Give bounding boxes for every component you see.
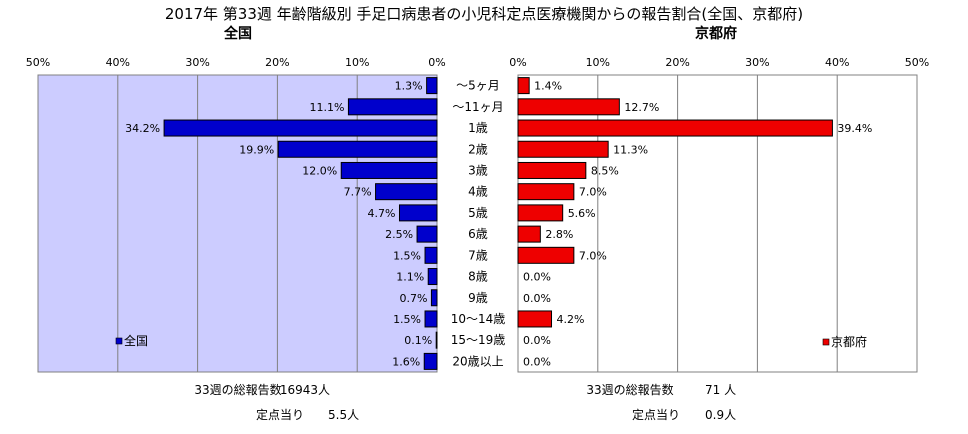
left-bar-4歳 <box>375 183 438 201</box>
left-bar-7歳 <box>424 246 438 264</box>
right-per-value: 0.9人 <box>705 408 736 422</box>
right-panel-title: 京都府 <box>695 25 737 42</box>
right-bar-10～14歳 <box>517 310 553 328</box>
right-bar-2歳 <box>517 140 609 158</box>
right-data-label: 0.0% <box>523 292 551 305</box>
right-bar-～11ヶ月 <box>517 98 620 116</box>
left-tick-label: 20% <box>265 56 289 69</box>
left-bar-15～19歳 <box>435 331 438 349</box>
left-tick-label: 30% <box>185 56 209 69</box>
left-data-label: 1.5% <box>393 249 421 262</box>
left-bar-10～14歳 <box>424 310 438 328</box>
left-panel-title: 全国 <box>223 25 252 42</box>
right-data-label: 7.0% <box>579 186 607 199</box>
right-total-label: 33週の総報告数 <box>586 382 673 397</box>
left-bar-9歳 <box>430 289 438 307</box>
category-label: 5歳 <box>468 206 488 220</box>
right-data-label: 39.4% <box>837 122 872 135</box>
category-label: 1歳 <box>468 121 488 135</box>
left-data-label: 0.1% <box>404 334 432 347</box>
category-label: ～5ヶ月 <box>456 79 500 93</box>
left-data-label: 0.7% <box>399 292 427 305</box>
left-data-label: 1.6% <box>392 355 420 368</box>
category-label: 7歳 <box>468 248 488 262</box>
left-bar-2歳 <box>277 140 438 158</box>
right-bar-1歳 <box>517 119 833 137</box>
right-bar-4歳 <box>517 183 575 201</box>
right-bar-7歳 <box>517 246 575 264</box>
right-data-label: 11.3% <box>613 143 648 156</box>
right-tick-label: 30% <box>745 56 769 69</box>
category-label: 4歳 <box>468 185 488 199</box>
category-label: 6歳 <box>468 227 488 241</box>
left-data-label: 1.5% <box>393 313 421 326</box>
left-data-label: 7.7% <box>344 186 372 199</box>
left-plot: 50% 40% 30% 20% 10% 0% 1.3% 11.1% 34.2% 19.9% 12.0… <box>26 56 446 373</box>
legend-marker-kyoto <box>822 338 830 346</box>
left-per-value: 5.5人 <box>328 408 359 422</box>
left-bar-3歳 <box>340 161 438 179</box>
category-label: ～11ヶ月 <box>452 100 503 114</box>
legend-marker-national <box>115 337 123 345</box>
left-data-label: 11.1% <box>309 101 344 114</box>
right-bar-～5ヶ月 <box>517 77 530 95</box>
left-bar-6歳 <box>416 225 438 243</box>
left-bar-20歳以上 <box>423 352 438 370</box>
category-label: 20歳以上 <box>452 354 503 368</box>
category-label: 2歳 <box>468 142 488 156</box>
right-per-label: 定点当り <box>632 407 680 422</box>
left-data-label: 34.2% <box>125 122 160 135</box>
category-label: 9歳 <box>468 291 488 305</box>
right-data-label: 5.6% <box>568 207 596 220</box>
right-data-label: 1.4% <box>534 80 562 93</box>
right-data-label: 0.0% <box>523 355 551 368</box>
right-data-label: 8.5% <box>591 164 619 177</box>
right-data-label: 0.0% <box>523 271 551 284</box>
category-label: 15～19歳 <box>451 333 506 347</box>
right-data-label: 7.0% <box>579 249 607 262</box>
left-tick-label: 40% <box>106 56 130 69</box>
left-bar-～5ヶ月 <box>426 77 438 95</box>
right-data-label: 12.7% <box>624 101 659 114</box>
left-tick-label: 50% <box>26 56 50 69</box>
left-total-value: 16943人 <box>280 383 330 397</box>
legend-label-national: 全国 <box>124 333 148 348</box>
left-data-label: 1.3% <box>395 80 423 93</box>
right-tick-label: 20% <box>665 56 689 69</box>
right-data-label: 4.2% <box>557 313 585 326</box>
right-data-label: 0.0% <box>523 334 551 347</box>
left-per-label: 定点当り <box>256 407 304 422</box>
right-total-value: 71 人 <box>705 383 736 397</box>
right-bar-6歳 <box>517 225 541 243</box>
category-label: 10～14歳 <box>451 312 506 326</box>
left-total-label: 33週の総報告数 <box>194 382 281 397</box>
category-label: 3歳 <box>468 163 488 177</box>
legend-label-kyoto: 京都府 <box>831 334 867 349</box>
right-data-label: 2.8% <box>545 228 573 241</box>
left-data-label: 12.0% <box>302 164 337 177</box>
left-bar-8歳 <box>427 268 438 286</box>
right-tick-label: 10% <box>586 56 610 69</box>
right-tick-label: 40% <box>825 56 849 69</box>
right-bar-5歳 <box>517 204 564 222</box>
right-bar-3歳 <box>517 161 587 179</box>
category-labels: ～5ヶ月 ～11ヶ月 1歳 2歳 3歳 4歳 5歳 6歳 7歳 8歳 9歳 10～14歳 15～19歳 2… <box>451 79 506 369</box>
left-tick-label: 10% <box>345 56 369 69</box>
category-label: 8歳 <box>468 270 488 284</box>
left-data-label: 2.5% <box>385 228 413 241</box>
left-data-label: 1.1% <box>396 271 424 284</box>
left-data-label: 4.7% <box>368 207 396 220</box>
left-tick-label: 0% <box>428 56 445 69</box>
right-tick-label: 0% <box>509 56 526 69</box>
left-bar-5歳 <box>398 204 438 222</box>
left-bar-1歳 <box>163 119 438 137</box>
right-plot: 0% 10% 20% 30% 40% 50% 1.4% 12.7% 39.4% 11.3% 8.5%… <box>509 56 929 373</box>
left-data-label: 19.9% <box>239 143 274 156</box>
left-bar-～11ヶ月 <box>347 98 438 116</box>
chart-title: 2017年 第33週 年齢階級別 手足口病患者の小児科定点医療機関からの報告割合… <box>165 5 803 23</box>
right-tick-label: 50% <box>905 56 929 69</box>
